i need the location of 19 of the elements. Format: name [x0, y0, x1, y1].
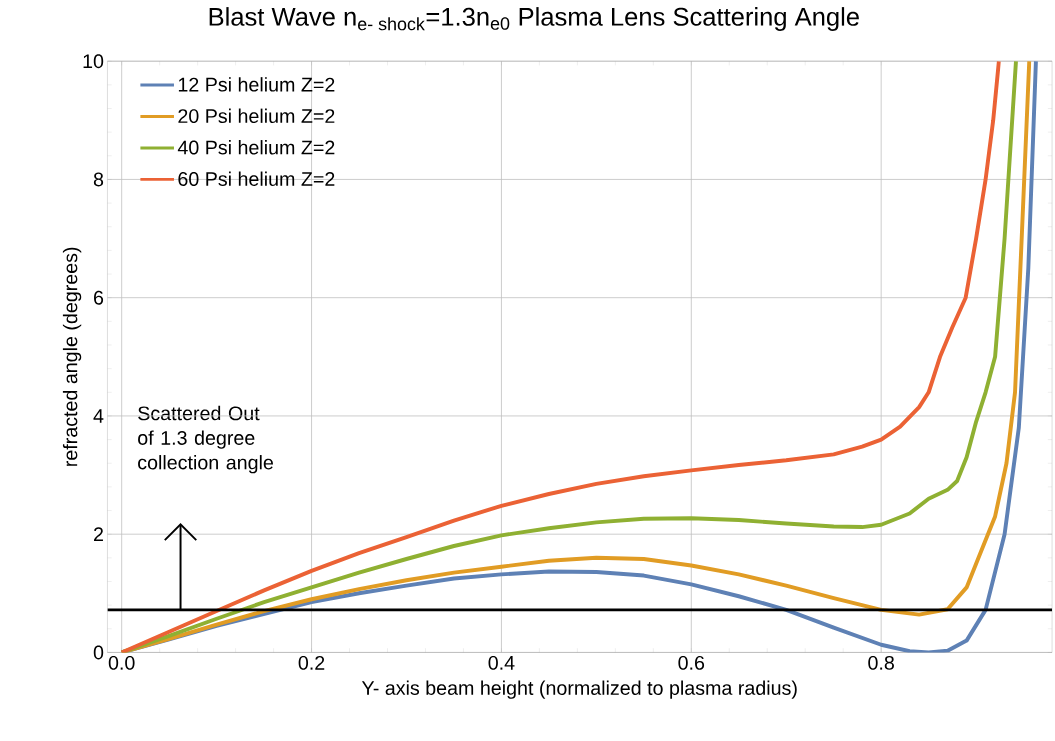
x-axis-title: Y- axis beam height (normalized to plasma radius) [361, 680, 797, 699]
y-tick-label: 4 [93, 409, 104, 423]
chart-title: $\text{Blast Wave n}_{\text{e- shock}}\text{=1.3n}_{\text{e0}}\text{ Plasma Lens Scattering Angle}$ [209, 6, 859, 31]
x-tick-label: 0.2 [298, 655, 325, 670]
legend-label: 12 Psi helium Z=2 [178, 77, 335, 92]
x-tick-label: 0.6 [678, 655, 705, 670]
legend-label: 20 Psi helium Z=2 [178, 108, 335, 123]
y-axis-title: refracted angle (degrees) [62, 247, 82, 466]
y-tick-label: 8 [93, 172, 104, 187]
y-tick-label: 0 [93, 645, 104, 660]
y-tick-label: 6 [94, 290, 104, 305]
x-tick-label: 0.8 [868, 655, 894, 670]
x-tick-label: 0.0 [108, 655, 135, 670]
legend-label: 40 Psi helium Z=2 [177, 139, 335, 155]
annotation: Scattered Out of 1.3 degree collection angle [138, 405, 273, 474]
y-tick-label: 10 [83, 54, 104, 69]
legend-label: 60 Psi helium Z=2 [178, 171, 335, 186]
x-tick-label: 0.4 [488, 655, 515, 670]
y-tick-label: 2 [94, 527, 103, 541]
